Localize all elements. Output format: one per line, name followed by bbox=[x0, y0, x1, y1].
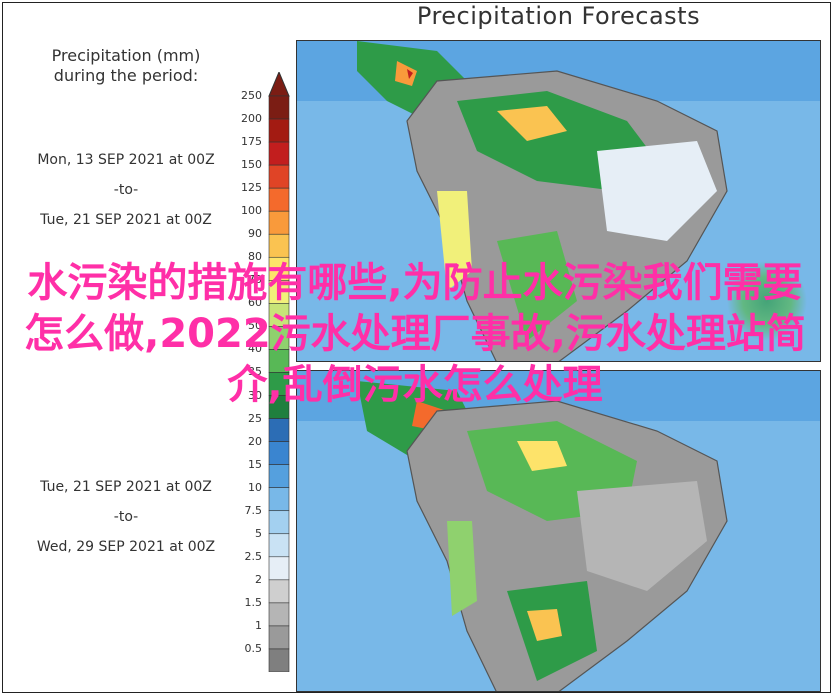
colorbar-tick-label: 2.5 bbox=[244, 549, 263, 563]
colorbar-segment bbox=[268, 233, 290, 258]
colorbar-tick-label: 30 bbox=[248, 388, 262, 402]
colorbar-tick-label: 250 bbox=[241, 89, 262, 102]
andes-rain-strip bbox=[437, 191, 472, 291]
panel2-start: Tue, 21 SEP 2021 at 00Z bbox=[40, 479, 212, 495]
panel2-end: Wed, 29 SEP 2021 at 00Z bbox=[36, 539, 216, 555]
colorbar-segment bbox=[268, 441, 290, 465]
extreme-rain-cell bbox=[395, 61, 417, 86]
colorbar-segment bbox=[268, 625, 290, 650]
legend-title: Precipitation (mm) during the period: bbox=[14, 46, 238, 86]
colorbar-segment bbox=[268, 210, 290, 235]
colorbar-segment bbox=[268, 118, 290, 143]
andes-rain-strip bbox=[447, 521, 477, 616]
colorbar-segment bbox=[268, 464, 290, 488]
colorbar-tick-label: 125 bbox=[241, 181, 262, 195]
map-panel-1 bbox=[296, 40, 821, 362]
colorbar-segment bbox=[268, 418, 290, 442]
colorbar-segment bbox=[268, 556, 290, 581]
colorbar-tick-label: 2 bbox=[255, 572, 262, 586]
panel1-end: Tue, 21 SEP 2021 at 00Z bbox=[40, 212, 212, 228]
colorbar-segment bbox=[268, 579, 290, 604]
colorbar-segment bbox=[268, 487, 290, 512]
colorbar-tick-label: 40 bbox=[248, 342, 262, 356]
legend-title-line1: Precipitation (mm) bbox=[51, 46, 201, 65]
atlantic-rain-system bbox=[727, 261, 807, 341]
dry-region bbox=[577, 481, 707, 591]
figure-title: Precipitation Forecasts bbox=[416, 2, 701, 30]
colorbar-segment bbox=[268, 187, 290, 212]
colorbar-segment bbox=[268, 164, 290, 189]
amazon-heavy-rain bbox=[517, 441, 567, 471]
colorbar-tick-label: 5 bbox=[255, 526, 262, 540]
colorbar-tick-label: 20 bbox=[248, 434, 262, 448]
southern-rain-area bbox=[497, 231, 577, 341]
colorbar-tick-label: 1.5 bbox=[244, 595, 263, 609]
panel2-to: -to- bbox=[113, 509, 139, 525]
colorbar bbox=[268, 72, 290, 672]
overlay-caption: 水污染的措施有哪些,为防止水污染我们需要怎么做,2022污水处理厂事故,污水处理… bbox=[24, 260, 806, 408]
amazon-heavy-rain bbox=[497, 106, 567, 141]
colorbar-tick-label: 0.5 bbox=[244, 641, 263, 655]
colorbar-tick-label: 150 bbox=[241, 158, 262, 172]
extreme-rain-core bbox=[407, 69, 413, 79]
colorbar-segment bbox=[268, 95, 290, 120]
colorbar-tick-label: 80 bbox=[248, 250, 262, 264]
panel1-to: -to- bbox=[113, 182, 139, 198]
colorbar-tick-label: 60 bbox=[248, 296, 262, 310]
colorbar-segment bbox=[268, 602, 290, 627]
colorbar-segment bbox=[268, 533, 290, 558]
colorbar-tick-label: 70 bbox=[248, 273, 262, 287]
colorbar-tick-label: 25 bbox=[248, 411, 262, 425]
legend-title-line2: during the period: bbox=[53, 66, 199, 85]
colorbar-tick-label: 100 bbox=[241, 204, 262, 218]
map-panel-2 bbox=[296, 370, 821, 692]
southern-heavy-rain bbox=[527, 609, 562, 641]
colorbar-tick-label: 10 bbox=[248, 480, 262, 494]
dry-region bbox=[597, 141, 717, 241]
colorbar-segment bbox=[268, 510, 290, 535]
colorbar-tick-label: 90 bbox=[248, 227, 262, 241]
colorbar-tick-label: 1 bbox=[255, 618, 262, 632]
colorbar-arrow bbox=[268, 72, 290, 97]
colorbar-tick-label: 15 bbox=[248, 457, 262, 471]
colorbar-tick-label: 200 bbox=[241, 112, 262, 126]
colorbar-tick-label: 35 bbox=[248, 365, 262, 379]
panel1-start: Mon, 13 SEP 2021 at 00Z bbox=[37, 152, 215, 168]
colorbar-tick-label: 7.5 bbox=[244, 503, 263, 517]
colorbar-segment bbox=[268, 141, 290, 166]
colorbar-segment bbox=[268, 648, 290, 672]
colorbar-tick-label: 50 bbox=[248, 319, 262, 333]
colorbar-tick-label: 175 bbox=[241, 135, 262, 149]
